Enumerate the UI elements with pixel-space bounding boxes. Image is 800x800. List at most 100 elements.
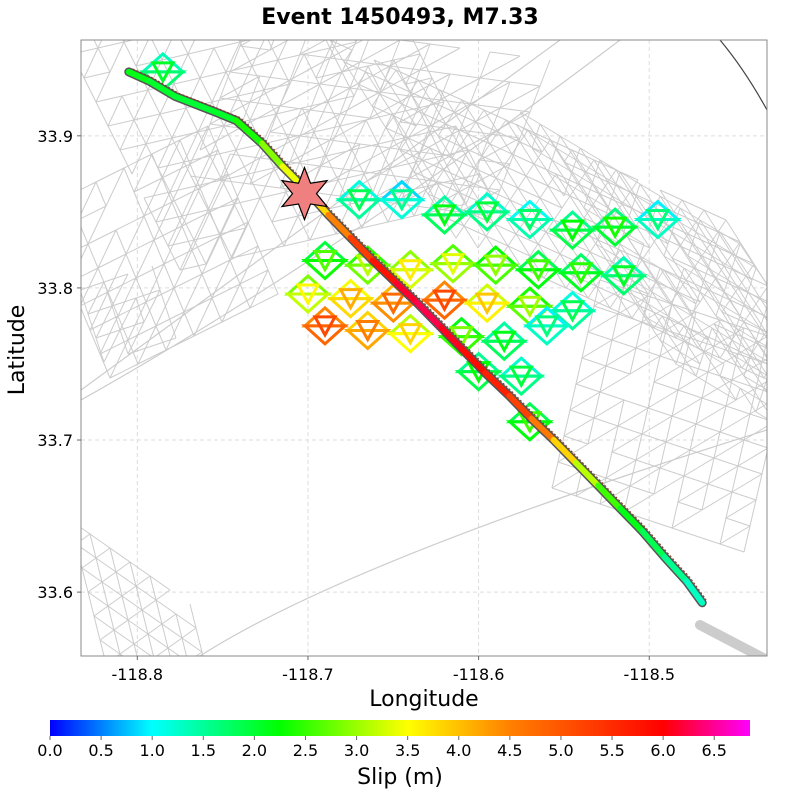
fault-trace-surface [132,68,707,601]
mesh-segment [199,429,767,656]
plot-frame [80,39,768,657]
rupture-element [633,199,682,240]
chart-title: Event 1450493, M7.33 [261,5,538,30]
fault-trace-segment [347,234,376,264]
rupture-triangle [559,219,586,243]
fault-trace-segment [460,347,489,377]
fault-trace-segment [393,280,421,307]
colorbar-tick-label: 0.0 [37,741,62,760]
rupture-triangle [559,300,586,323]
colorbar-tick-label: 4.5 [497,741,522,760]
rupture-triangle [397,323,423,346]
fault-trace-segment [572,459,602,489]
rupture-element [548,210,597,251]
rupture-triangle [284,292,332,315]
rupture-element [599,255,648,296]
rupture-triangle [568,262,594,285]
rupture-element [505,199,554,240]
rupture-triangle [491,330,517,354]
colorbar-tick-label: 5.5 [599,741,624,760]
y-tick-label: 33.9 [37,127,73,146]
colorbar-tick-label: 0.5 [88,741,113,760]
rupture-triangle [463,210,512,232]
colorbar [50,720,750,736]
colorbar-tick-label: 6.5 [702,741,727,760]
rupture-triangle [301,259,349,281]
rupture-triangle [338,288,364,311]
fault-trace-segment [258,140,286,170]
rupture-triangle [312,250,338,273]
rupture-triangle [645,209,671,232]
rupture-element [557,252,605,293]
fault-trace-segment [506,392,535,422]
rupture-triangle [431,289,458,313]
rupture-triangle [508,365,534,389]
colorbar-tick-label: 6.0 [650,741,675,760]
rupture-triangle [448,326,475,349]
rupture-element [386,249,435,290]
rupture-element [591,207,640,248]
mesh-segment [695,620,767,656]
rupture-triangle [505,218,554,240]
y-tick-label: 33.7 [37,431,73,450]
mesh-segment [81,265,177,363]
fault-trace-segment [595,482,624,512]
rupture-triangle [483,254,509,278]
hypocenter [280,165,329,222]
fault-trace-segment [233,117,265,147]
rupture-triangle [474,292,500,316]
fault-trace-segment [528,415,557,443]
x-axis-ticks: -118.8 -118.7 -118.6 -118.5 [112,656,675,684]
rupture-triangle [295,283,321,307]
colorbar-tick-label: 3.0 [344,741,369,760]
rupture-triangle [548,228,597,251]
rupture-element [284,273,332,315]
rupture-triangle [150,61,176,84]
fault-trace-segment [482,370,513,399]
fault-trace-segment [125,68,153,85]
rupture-triangle [517,209,543,232]
rupture-triangle [534,315,560,338]
x-tick-label: -118.7 [282,665,334,684]
rupture-triangle [591,225,640,248]
rupture-element [548,290,597,331]
rupture-triangle [463,301,512,324]
rupture-triangle [343,263,392,286]
rupture-element [326,278,375,319]
colorbar-tick-label: 2.5 [293,741,318,760]
colorbar-tick-label: 1.5 [191,741,216,760]
rupture-triangle [420,298,469,321]
rupture-triangle [602,216,628,240]
rupture-triangle [335,198,384,220]
colorbar-tick-label: 3.5 [395,741,420,760]
y-tick-label: 33.8 [37,279,73,298]
rupture-triangle [326,297,375,319]
rupture-triangle [497,374,546,397]
rupture-triangle [380,292,406,316]
colorbar-ticks: 0.0 0.5 1.0 1.5 2.0 2.5 3.0 3.5 4.0 4.5 5.0 5.5 6.0 6… [37,736,727,760]
x-tick-label: -118.6 [453,665,505,684]
rupture-triangle [389,189,415,212]
rupture-element [497,356,546,397]
rupture-element [429,243,477,284]
fault-trace-segment [617,505,646,535]
rupture-triangle [548,309,597,331]
rupture-element [522,305,571,346]
rupture-element [420,280,469,321]
rupture-element [480,321,529,362]
colorbar-label: Slip (m) [357,765,443,790]
rupture-triangle [611,265,637,288]
rupture-triangle [386,268,435,290]
fault-trace-segment [211,108,240,124]
fault-trace-segment [414,300,445,331]
colorbar-tick-label: 2.0 [242,741,267,760]
fault-trace-segment [171,93,218,115]
rupture-triangle [557,271,605,293]
mesh-segment [81,527,204,656]
rupture-element [301,305,349,346]
rupture-triangle [355,320,381,343]
rupture-triangle [599,274,648,296]
fault-trace-segment [438,324,467,354]
rupture-triangle [480,339,529,362]
colorbar-tick-label: 4.0 [446,741,471,760]
